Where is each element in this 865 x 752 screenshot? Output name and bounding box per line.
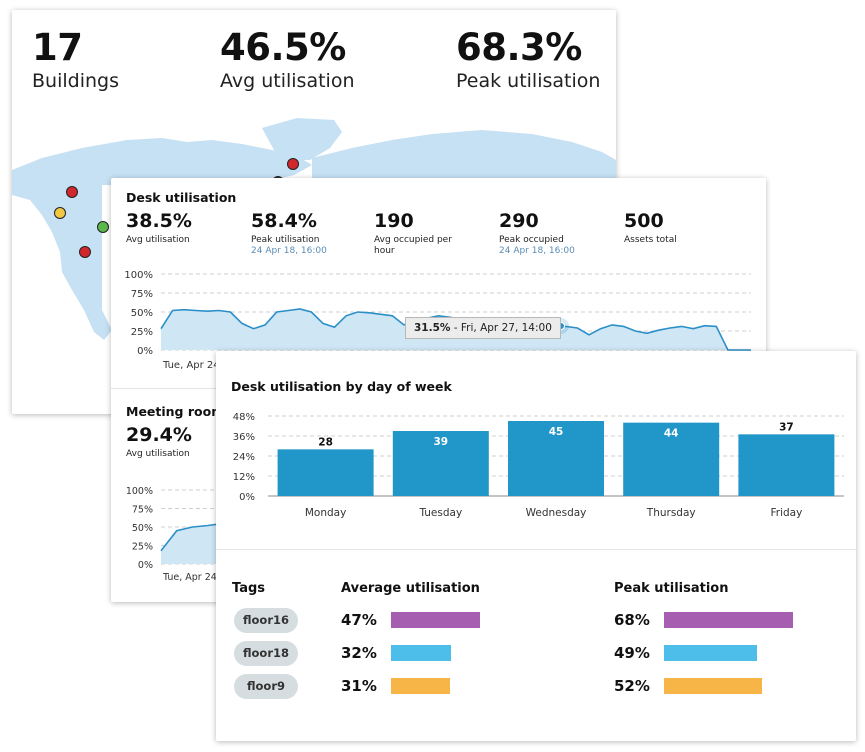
stat-label: Peak utilisation [456, 70, 601, 92]
x-tick-label: Tue, Apr 24 [162, 360, 220, 371]
y-tick-label: 75% [131, 289, 153, 300]
stat-subtext: 24 Apr 18, 16:00 [251, 246, 327, 256]
y-tick-label: 25% [131, 327, 153, 338]
tooltip-label: - Fri, Apr 27, 14:00 [450, 322, 552, 334]
stat-label: Avg utilisation [126, 449, 190, 459]
y-tick-label: 0% [137, 346, 153, 357]
x-category-label: Wednesday [526, 507, 587, 519]
y-tick-label: 100% [124, 270, 153, 281]
x-category-label: Tuesday [418, 507, 462, 519]
weekly-bar-chart[interactable]: 48% 36% 24% 12% 0% 28 Monday 39 Tuesday 45 Wednesd… [216, 401, 856, 586]
weekly-utilisation-card: Desk utilisation by day of week 48% 36% 24… [216, 351, 856, 741]
stat-value: 29.4% [126, 424, 192, 446]
map-marker-green[interactable] [97, 221, 109, 233]
peak-bar [664, 612, 793, 628]
peak-bar [664, 645, 757, 661]
peak-percent: 49% [614, 644, 650, 662]
stat-value: 290 [499, 210, 539, 232]
map-marker-red[interactable] [79, 246, 91, 258]
avg-percent: 32% [341, 644, 377, 662]
stat-label: Buildings [32, 70, 119, 92]
stat-buildings: 17 Buildings [32, 26, 119, 93]
world-map[interactable] [12, 10, 616, 414]
y-tick-label: 0% [138, 560, 153, 571]
stat-label: Assets total [624, 235, 677, 245]
meeting-title: Meeting room u [126, 404, 238, 419]
stat-value: 68.3% [456, 26, 582, 69]
stat-value: 58.4% [251, 210, 317, 232]
avg-bar [391, 612, 480, 628]
stat-peak-utilisation: 68.3% Peak utilisation [456, 26, 601, 93]
y-tick-label: 75% [132, 505, 153, 516]
stat-value: 46.5% [220, 26, 346, 69]
peak-percent: 68% [614, 611, 650, 629]
y-tick-label: 50% [131, 308, 153, 319]
map-marker-yellow[interactable] [54, 207, 66, 219]
desk-stat: 190 Avg occupied per hour [374, 210, 464, 257]
y-tick-label: 12% [233, 472, 255, 483]
bar-value-label: 28 [318, 436, 333, 448]
stat-value: 17 [32, 26, 83, 69]
desk-stat: 290 Peak occupied 24 Apr 18, 16:00 [499, 210, 575, 257]
peak-percent: 52% [614, 677, 650, 695]
x-category-label: Friday [770, 507, 802, 519]
weekly-title: Desk utilisation by day of week [231, 379, 452, 394]
x-tick-label: Tue, Apr 24 [162, 572, 217, 583]
avg-percent: 47% [341, 611, 377, 629]
bar-monday [277, 449, 374, 496]
bar-thursday [623, 422, 720, 496]
bar-tuesday [392, 431, 489, 496]
chart-tooltip: 31.5% - Fri, Apr 27, 14:00 [405, 317, 561, 339]
avg-bar [391, 645, 452, 661]
bar-friday [738, 434, 835, 496]
y-tick-label: 100% [126, 486, 153, 497]
bar-wednesday [508, 421, 604, 496]
bar-value-label: 39 [433, 436, 448, 448]
stat-label: Avg utilisation [126, 235, 190, 245]
stat-value: 190 [374, 210, 414, 232]
stat-value: 38.5% [126, 210, 192, 232]
bar-value-label: 37 [779, 421, 794, 433]
stat-avg-utilisation: 46.5% Avg utilisation [220, 26, 355, 93]
y-tick-label: 50% [132, 523, 153, 534]
desk-stat: 500 Assets total [624, 210, 677, 246]
divider [216, 549, 856, 550]
y-tick-label: 0% [239, 492, 255, 503]
tag-chip[interactable]: floor16 [234, 608, 298, 633]
y-tick-label: 24% [233, 452, 255, 463]
stat-label: Peak utilisation [251, 235, 320, 245]
avg-header: Average utilisation [341, 581, 480, 596]
map-marker-red[interactable] [66, 186, 78, 198]
map-region-north-america [12, 138, 312, 340]
desk-stat: 38.5% Avg utilisation [126, 210, 192, 246]
peak-header: Peak utilisation [614, 581, 729, 596]
peak-bar [664, 678, 763, 694]
desk-stat: 58.4% Peak utilisation 24 Apr 18, 16:00 [251, 210, 327, 257]
tags-header: Tags [232, 581, 266, 596]
stat-label: Peak occupied [499, 235, 564, 245]
avg-percent: 31% [341, 677, 377, 695]
y-tick-label: 48% [233, 412, 255, 423]
stat-label: Avg utilisation [220, 70, 355, 92]
map-marker-red[interactable] [287, 158, 299, 170]
desk-title: Desk utilisation [126, 190, 237, 205]
x-category-label: Monday [305, 507, 346, 519]
y-tick-label: 25% [132, 542, 153, 553]
meeting-stat: 29.4% Avg utilisation [126, 424, 192, 460]
avg-bar [391, 678, 450, 694]
tag-chip[interactable]: floor18 [234, 641, 298, 666]
stat-label: Avg occupied per hour [374, 235, 452, 256]
x-category-label: Thursday [646, 507, 696, 519]
stat-value: 500 [624, 210, 664, 232]
map-region-eurasia [312, 130, 616, 180]
bar-value-label: 44 [664, 428, 679, 440]
tooltip-value: 31.5% [414, 322, 451, 334]
stat-subtext: 24 Apr 18, 16:00 [499, 246, 575, 256]
tag-chip[interactable]: floor9 [234, 674, 298, 699]
y-tick-label: 36% [233, 432, 255, 443]
map-region-greenland [262, 118, 342, 160]
bar-value-label: 45 [549, 426, 564, 438]
